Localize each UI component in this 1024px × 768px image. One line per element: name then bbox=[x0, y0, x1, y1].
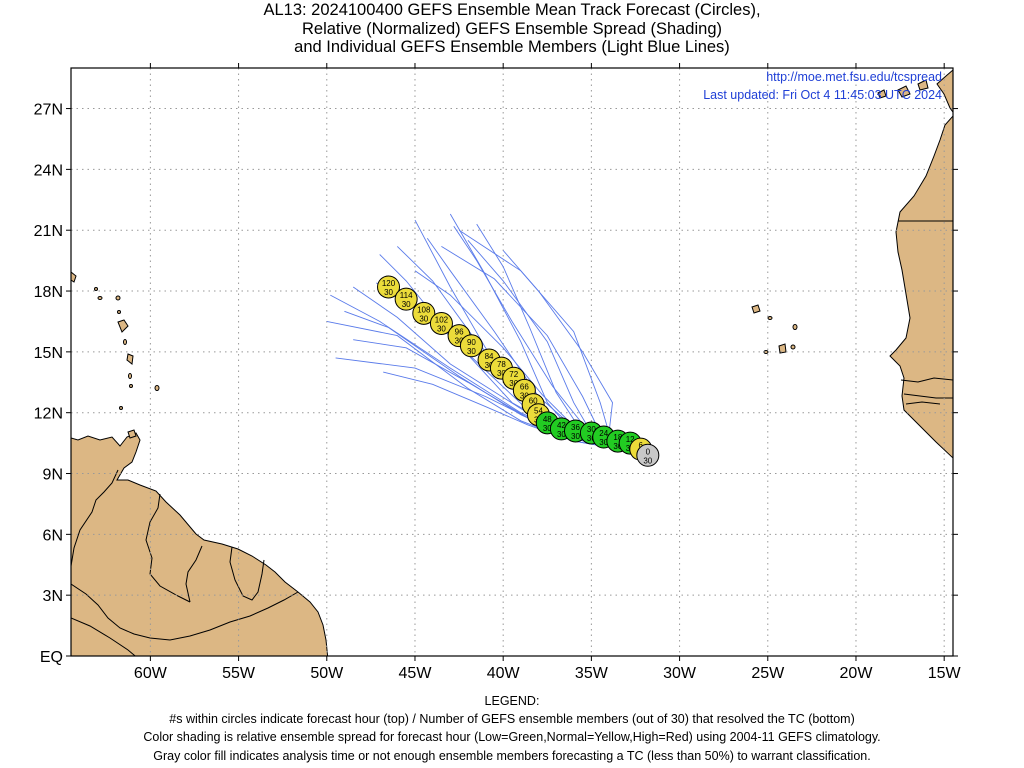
member-count: 30 bbox=[509, 379, 518, 388]
axis-ticks bbox=[66, 63, 958, 661]
member-count: 30 bbox=[402, 300, 411, 309]
lon-label: 30W bbox=[663, 665, 697, 682]
forecast-hour: 60 bbox=[529, 397, 538, 406]
lat-label: EQ bbox=[40, 649, 63, 666]
member-count: 30 bbox=[599, 438, 608, 447]
lat-label: 18N bbox=[34, 284, 63, 301]
lon-label: 40W bbox=[487, 665, 521, 682]
lon-label: 45W bbox=[399, 665, 433, 682]
forecast-hour: 48 bbox=[543, 415, 552, 424]
lon-label: 50W bbox=[310, 665, 344, 682]
title-line-3: and Individual GEFS Ensemble Members (Li… bbox=[294, 38, 730, 56]
cape-verde-islands bbox=[751, 304, 798, 354]
forecast-hour: 108 bbox=[417, 305, 431, 314]
member-count: 30 bbox=[455, 337, 464, 346]
legend-line-1: #s within circles indicate forecast hour… bbox=[169, 712, 855, 727]
track-circle bbox=[394, 287, 418, 311]
member-count: 30 bbox=[485, 361, 494, 370]
ensemble-member-line bbox=[383, 371, 645, 454]
longitude-labels: 60W 55W 50W 45W 40W 35W 30W 25W 20W 15W bbox=[134, 665, 962, 682]
land-masses bbox=[71, 69, 953, 656]
forecast-hour: 120 bbox=[382, 279, 396, 288]
forecast-hour: 54 bbox=[534, 407, 543, 416]
latitude-labels: 27N 24N 21N 18N 15N 12N 9N 6N 3N EQ bbox=[34, 102, 63, 666]
forecast-hour: 66 bbox=[520, 382, 529, 391]
country-borders bbox=[71, 469, 299, 656]
legend-line-2: Color shading is relative ensemble sprea… bbox=[143, 730, 881, 745]
lat-label: 21N bbox=[34, 223, 63, 240]
forecast-hour: 90 bbox=[467, 338, 476, 347]
lat-label: 9N bbox=[43, 467, 63, 484]
member-count: 30 bbox=[587, 434, 596, 443]
forecast-hour: 36 bbox=[571, 423, 580, 432]
forecast-hour: 84 bbox=[485, 352, 494, 361]
south-america-land bbox=[71, 432, 329, 656]
forecast-hour: 114 bbox=[400, 291, 413, 300]
lat-label: 3N bbox=[43, 588, 63, 605]
forecast-hour: 0 bbox=[646, 447, 651, 456]
forecast-hour: 42 bbox=[557, 421, 566, 430]
source-url[interactable]: http://moe.met.fsu.edu/tcspread bbox=[766, 70, 942, 84]
track-point: 030 bbox=[636, 443, 660, 467]
member-count: 30 bbox=[384, 288, 393, 297]
member-count: 30 bbox=[520, 391, 529, 400]
track-circle bbox=[636, 443, 660, 467]
member-count: 30 bbox=[467, 347, 476, 356]
member-count: 30 bbox=[643, 456, 652, 465]
forecast-hour: 6 bbox=[639, 441, 644, 450]
lat-label: 24N bbox=[34, 162, 63, 179]
track-circle bbox=[377, 275, 401, 299]
lat-label: 27N bbox=[34, 102, 63, 119]
plot-frame bbox=[70, 67, 954, 657]
member-count: 30 bbox=[419, 314, 428, 323]
caribbean-islands bbox=[71, 271, 160, 439]
grid-lines bbox=[71, 68, 953, 656]
forecast-hour: 78 bbox=[497, 360, 506, 369]
title-line-2: Relative (Normalized) GEFS Ensemble Spre… bbox=[301, 19, 722, 38]
last-updated: Last updated: Fri Oct 4 11:45:03 UTC 202… bbox=[703, 88, 942, 102]
forecast-hour: 30 bbox=[587, 425, 596, 434]
forecast-hour: 18 bbox=[613, 433, 622, 442]
legend-title: LEGEND: bbox=[484, 694, 540, 708]
forecast-hour: 12 bbox=[626, 435, 635, 444]
member-count: 30 bbox=[543, 424, 552, 433]
lon-label: 15W bbox=[928, 665, 962, 682]
legend: LEGEND: #s within circles indicate forec… bbox=[0, 692, 1024, 765]
track-circle bbox=[412, 301, 436, 325]
track-circle bbox=[429, 311, 453, 335]
member-count: 30 bbox=[613, 442, 622, 451]
lon-label: 60W bbox=[134, 665, 168, 682]
canary-islands bbox=[877, 79, 929, 99]
member-count: 30 bbox=[497, 369, 506, 378]
title-line-1: AL13: 2024100400 GEFS Ensemble Mean Trac… bbox=[263, 1, 761, 19]
forecast-hour: 24 bbox=[599, 429, 608, 438]
lat-label: 15N bbox=[34, 345, 63, 362]
lat-label: 6N bbox=[43, 527, 63, 544]
member-count: 30 bbox=[557, 430, 566, 439]
track-circle bbox=[459, 334, 483, 358]
chart-title: AL13: 2024100400 GEFS Ensemble Mean Trac… bbox=[0, 1, 1024, 57]
member-count: 30 bbox=[437, 324, 446, 333]
forecast-hour: 72 bbox=[509, 370, 518, 379]
lon-label: 55W bbox=[222, 665, 256, 682]
lon-label: 25W bbox=[751, 665, 785, 682]
lon-label: 20W bbox=[840, 665, 874, 682]
forecast-hour: 102 bbox=[435, 315, 449, 324]
member-count: 30 bbox=[571, 432, 580, 441]
lon-label: 35W bbox=[575, 665, 609, 682]
lat-label: 12N bbox=[34, 406, 63, 423]
legend-line-3: Gray color fill indicates analysis time … bbox=[153, 748, 871, 763]
forecast-hour: 96 bbox=[455, 328, 464, 337]
africa-land bbox=[889, 69, 953, 459]
ensemble-member-line bbox=[379, 254, 645, 454]
ensemble-member-tracks bbox=[326, 213, 645, 454]
